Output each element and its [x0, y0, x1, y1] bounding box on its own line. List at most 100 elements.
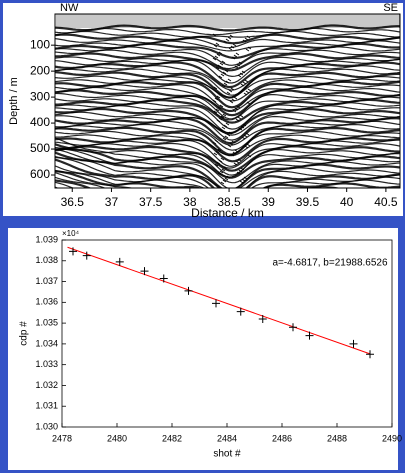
noise — [216, 95, 221, 99]
y-axis-label: cdp # — [19, 321, 30, 346]
noise — [213, 86, 218, 90]
noise — [245, 90, 250, 94]
noise — [212, 99, 217, 103]
point — [349, 339, 358, 348]
noise — [243, 176, 248, 180]
noise — [235, 118, 240, 122]
reflector — [55, 117, 400, 145]
y-axis-label: Depth / m — [8, 77, 20, 125]
noise — [216, 119, 221, 123]
x-tick-label: 38 — [183, 195, 197, 209]
noise — [247, 88, 252, 92]
noise — [232, 43, 237, 47]
noise — [231, 56, 236, 60]
y-tick-label: 1.034 — [35, 338, 58, 348]
y-tick-label: 1.032 — [35, 380, 58, 390]
noise — [232, 109, 237, 113]
y-tick-label: 1.039 — [35, 234, 58, 244]
reflector — [55, 155, 400, 188]
noise — [236, 171, 241, 175]
reflector — [55, 92, 400, 120]
noise — [221, 60, 226, 64]
noise — [234, 107, 239, 111]
noise — [213, 152, 218, 156]
point — [289, 323, 297, 332]
noise — [221, 168, 226, 172]
noise — [219, 170, 224, 174]
reflector — [55, 61, 400, 89]
noise — [226, 91, 231, 95]
reflector — [55, 46, 400, 66]
noise — [224, 69, 229, 73]
noise — [234, 149, 239, 153]
noise — [221, 126, 226, 130]
noise — [230, 45, 235, 49]
noise — [245, 132, 250, 136]
point — [258, 314, 267, 323]
noise — [228, 131, 233, 135]
y-tick-label: 300 — [30, 89, 50, 103]
y-multiplier: ×10⁴ — [62, 229, 80, 238]
noise — [236, 63, 241, 67]
x-tick-label: 2484 — [217, 433, 237, 443]
noise — [231, 140, 236, 144]
noise — [214, 55, 219, 59]
noise — [223, 166, 228, 170]
noise — [244, 37, 249, 41]
reflector — [55, 107, 400, 135]
y-tick-label: 1.036 — [35, 297, 58, 307]
noise — [234, 65, 239, 69]
point — [236, 307, 245, 316]
noise — [247, 46, 252, 50]
reflector — [55, 145, 400, 172]
noise — [219, 62, 224, 66]
reflector — [55, 52, 400, 72]
reflector — [55, 169, 400, 188]
noise — [224, 135, 229, 139]
noise — [215, 150, 220, 154]
noise — [242, 81, 247, 85]
noise — [235, 160, 240, 164]
y-tick-label: 1.033 — [35, 359, 58, 369]
noise — [212, 57, 217, 61]
x-tick-label: 2482 — [162, 433, 182, 443]
noise — [240, 167, 245, 171]
noise — [220, 73, 225, 77]
y-tick-label: 1.031 — [35, 401, 58, 411]
seismic-image — [55, 14, 400, 188]
reflector — [55, 158, 400, 188]
reflector — [55, 83, 400, 112]
noise — [230, 87, 235, 91]
noise — [246, 143, 251, 147]
x-tick-label: 39.5 — [296, 195, 320, 209]
noise — [243, 134, 248, 138]
x-axis-label: shot # — [213, 449, 241, 460]
noise — [219, 128, 224, 132]
noise — [220, 181, 225, 185]
noise — [223, 124, 228, 128]
x-tick-label: 2486 — [272, 433, 292, 443]
reflector — [55, 86, 400, 112]
noise — [241, 136, 246, 140]
noise — [246, 35, 251, 39]
noise — [218, 51, 223, 55]
reflector — [55, 33, 400, 45]
noise — [223, 40, 228, 44]
noise — [215, 66, 220, 70]
noise — [217, 148, 222, 152]
noise — [215, 42, 220, 46]
x-tick-label: 37 — [105, 195, 119, 209]
noise — [236, 105, 241, 109]
noise — [222, 113, 227, 117]
noise — [243, 92, 248, 96]
noise — [229, 34, 234, 38]
noise — [244, 79, 249, 83]
noise — [213, 110, 218, 114]
x-axis-label: Distance / km — [191, 206, 264, 220]
y-tick-label: 1.035 — [35, 317, 58, 327]
x-tick-label: 2478 — [52, 433, 72, 443]
y-tick-label: 100 — [30, 37, 50, 51]
noise — [225, 80, 230, 84]
noise — [237, 158, 242, 162]
